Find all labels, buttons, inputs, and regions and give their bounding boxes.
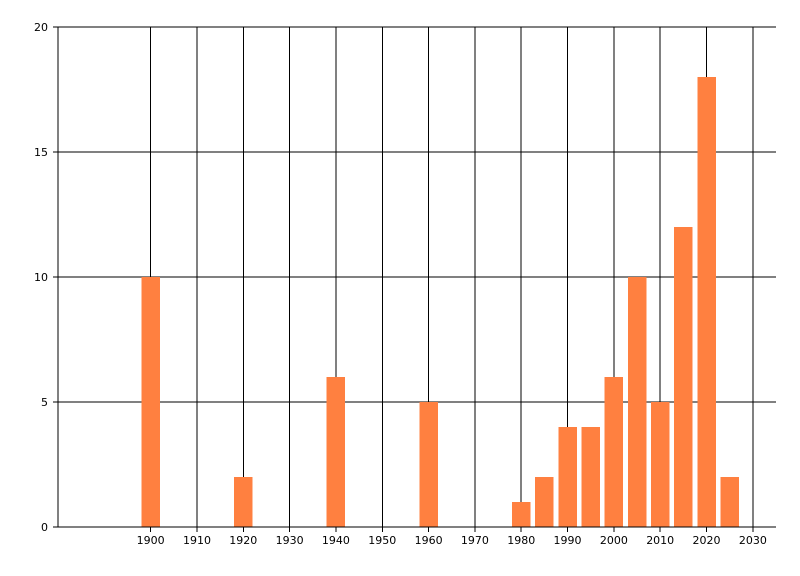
x-tick-label: 2020 xyxy=(693,534,721,547)
x-tick-label: 2010 xyxy=(646,534,674,547)
bar xyxy=(581,427,600,527)
bar xyxy=(535,477,554,527)
bar xyxy=(604,377,624,527)
tick-labels: 1900 1910 1920 1930 1940 1950 1960 1970 1980 1990… xyxy=(34,21,767,547)
bar xyxy=(697,77,716,527)
bar xyxy=(326,377,346,527)
bar xyxy=(234,477,253,527)
x-tick-label: 2030 xyxy=(739,534,767,547)
x-tick-label: 1910 xyxy=(183,534,211,547)
bars xyxy=(141,77,739,527)
bar xyxy=(650,402,670,527)
y-tick-label: 20 xyxy=(34,21,48,34)
x-tick-label: 1940 xyxy=(322,534,350,547)
bar xyxy=(419,402,438,527)
y-tick-label: 15 xyxy=(34,146,48,159)
axes xyxy=(57,27,776,528)
x-tick-label: 1960 xyxy=(415,534,443,547)
bar xyxy=(141,277,160,527)
y-tick-label: 0 xyxy=(41,521,48,534)
y-tick-label: 10 xyxy=(34,271,48,284)
x-tick-label: 1980 xyxy=(507,534,535,547)
bar xyxy=(720,477,739,527)
bar xyxy=(558,427,577,527)
x-tick-label: 1990 xyxy=(554,534,582,547)
x-tick-label: 1920 xyxy=(229,534,257,547)
bar xyxy=(674,227,693,527)
x-tick-label: 1900 xyxy=(137,534,165,547)
bar xyxy=(511,502,531,527)
y-tick-label: 5 xyxy=(41,396,48,409)
x-tick-label: 1930 xyxy=(276,534,304,547)
x-tick-label: 1950 xyxy=(368,534,396,547)
x-tick-label: 2000 xyxy=(600,534,628,547)
bar xyxy=(627,277,647,527)
x-tick-label: 1970 xyxy=(461,534,489,547)
